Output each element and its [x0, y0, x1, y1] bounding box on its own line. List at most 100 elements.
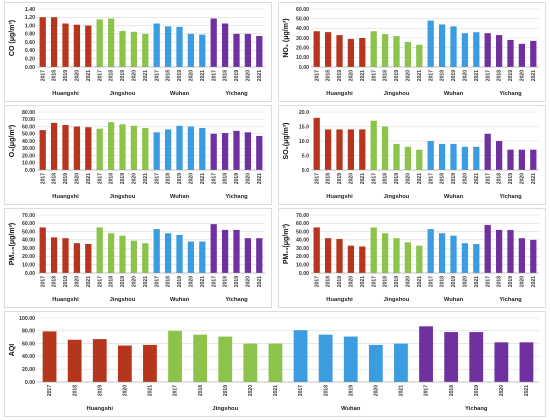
- y-tick-label: 0.60: [25, 40, 35, 46]
- bar-yichang-2020: [518, 149, 526, 170]
- bar-wuhan-2019: [450, 235, 457, 273]
- y-axis-label: PM₂.₅(μg/m³): [9, 223, 16, 266]
- bar-jingshou-2019: [119, 235, 126, 273]
- bar-wuhan-2020: [368, 344, 383, 382]
- x-tick-label: 2018: [326, 276, 332, 287]
- x-tick-label: 2018: [323, 385, 329, 396]
- x-tick-label: 2021: [360, 276, 366, 287]
- x-tick-label: 2018: [440, 276, 446, 287]
- x-tick-label: 2019: [394, 173, 400, 184]
- x-tick-label: 2018: [223, 276, 229, 287]
- pm10-chart-panel: PM₁₀(μg/m³) 0.00 10.00 20.00 30.00 40.00 50.00…: [278, 208, 546, 308]
- x-tick-label: 2017: [428, 276, 434, 287]
- x-tick-label: 2019: [348, 385, 354, 396]
- bar-yichang-2020: [244, 238, 252, 273]
- x-tick-label: 2021: [360, 173, 366, 184]
- y-tick-label: 40.00: [22, 354, 35, 360]
- city-label-jingshou: Jingshou: [212, 406, 238, 412]
- bar-jingshou-2017: [370, 31, 377, 67]
- x-tick-label: 2020: [132, 70, 138, 81]
- bar-jingshou-2019: [393, 143, 400, 170]
- y-tick-label: 100.00: [19, 316, 35, 322]
- bar-jingshou-2018: [193, 334, 208, 382]
- bar-wuhan-2021: [473, 244, 480, 273]
- x-tick-label: 2017: [485, 70, 491, 81]
- x-tick-label: 2021: [143, 173, 149, 184]
- x-tick-label: 2018: [326, 173, 332, 184]
- bar-huangshi-2020: [73, 24, 81, 67]
- bar-yichang-2017: [210, 133, 217, 170]
- y-tick-label: 50.00: [22, 132, 35, 138]
- city-label-jingshou: Jingshou: [110, 194, 136, 200]
- x-tick-label: 2018: [326, 70, 332, 81]
- bar-yichang-2021: [256, 135, 263, 170]
- bar-wuhan-2021: [473, 32, 480, 67]
- bar-yichang-2021: [256, 238, 263, 273]
- city-label-yichang: Yichang: [499, 91, 522, 97]
- city-label-jingshou: Jingshou: [110, 297, 136, 303]
- bar-wuhan-2017: [427, 20, 434, 68]
- y-tick-label: 30.00: [296, 36, 309, 42]
- city-label-wuhan: Wuhan: [170, 91, 190, 97]
- bar-yichang-2017: [210, 18, 217, 67]
- y-tick-label: 30.00: [296, 246, 309, 252]
- bar-yichang-2021: [519, 342, 534, 382]
- bar-huangshi-2020: [347, 129, 355, 170]
- y-tick-label: 10.00: [296, 263, 309, 269]
- y-tick-label: 80.00: [22, 110, 35, 116]
- bar-jingshou-2021: [416, 44, 423, 67]
- bar-wuhan-2020: [461, 33, 469, 67]
- bar-yichang-2017: [419, 326, 433, 382]
- bar-yichang-2018: [495, 229, 503, 273]
- x-tick-label: 2020: [463, 276, 469, 287]
- city-label-wuhan: Wuhan: [341, 406, 361, 412]
- bar-wuhan-2020: [187, 241, 195, 273]
- x-tick-label: 2018: [223, 173, 229, 184]
- bar-wuhan-2017: [153, 23, 160, 67]
- x-tick-label: 2017: [40, 173, 46, 184]
- x-tick-label: 2017: [371, 276, 377, 287]
- bar-jingshou-2018: [381, 34, 389, 67]
- city-label-jingshou: Jingshou: [384, 194, 410, 200]
- x-tick-label: 2017: [154, 173, 160, 184]
- bar-huangshi-2021: [359, 38, 366, 67]
- y-tick-label: 0.00: [299, 271, 309, 277]
- x-tick-label: 2021: [273, 385, 279, 396]
- x-tick-label: 2017: [211, 70, 217, 81]
- bar-jingshou-2017: [168, 330, 182, 382]
- y-tick-label: 40.00: [296, 26, 309, 32]
- city-label-wuhan: Wuhan: [444, 297, 464, 303]
- x-tick-label: 2019: [234, 173, 240, 184]
- bar-jingshou-2019: [393, 36, 400, 67]
- x-tick-label: 2021: [474, 276, 480, 287]
- bar-yichang-2019: [233, 33, 240, 67]
- y-tick-label: 40.00: [296, 238, 309, 244]
- bar-huangshi-2017: [313, 117, 320, 170]
- city-label-huangshi: Huangshi: [87, 406, 114, 412]
- x-tick-label: 2021: [531, 276, 537, 287]
- so2-chart-panel: SO₂(μg/m³) 0.0 5.0 10.0 15.0 20.0 2017 2018 2019…: [278, 105, 546, 205]
- city-label-huangshi: Huangshi: [52, 91, 79, 97]
- y-tick-label: 60.00: [22, 341, 35, 347]
- x-tick-label: 2020: [246, 276, 252, 287]
- x-tick-label: 2021: [86, 173, 92, 184]
- bar-huangshi-2017: [39, 130, 46, 170]
- x-tick-label: 2018: [52, 70, 58, 81]
- x-tick-label: 2021: [143, 70, 149, 81]
- y-axis-label: SO₂(μg/m³): [283, 123, 290, 160]
- x-tick-label: 2019: [63, 276, 69, 287]
- x-tick-label: 2020: [248, 385, 254, 396]
- x-tick-label: 2021: [143, 276, 149, 287]
- city-label-wuhan: Wuhan: [444, 194, 464, 200]
- x-tick-label: 2018: [449, 385, 455, 396]
- bar-wuhan-2020: [187, 33, 195, 67]
- x-tick-label: 2020: [406, 173, 412, 184]
- x-tick-label: 2019: [508, 276, 514, 287]
- city-label-wuhan: Wuhan: [170, 194, 190, 200]
- bar-jingshou-2019: [119, 124, 126, 170]
- x-tick-label: 2018: [383, 173, 389, 184]
- bar-yichang-2017: [484, 133, 491, 170]
- x-tick-label: 2017: [154, 70, 160, 81]
- x-tick-label: 2020: [463, 70, 469, 81]
